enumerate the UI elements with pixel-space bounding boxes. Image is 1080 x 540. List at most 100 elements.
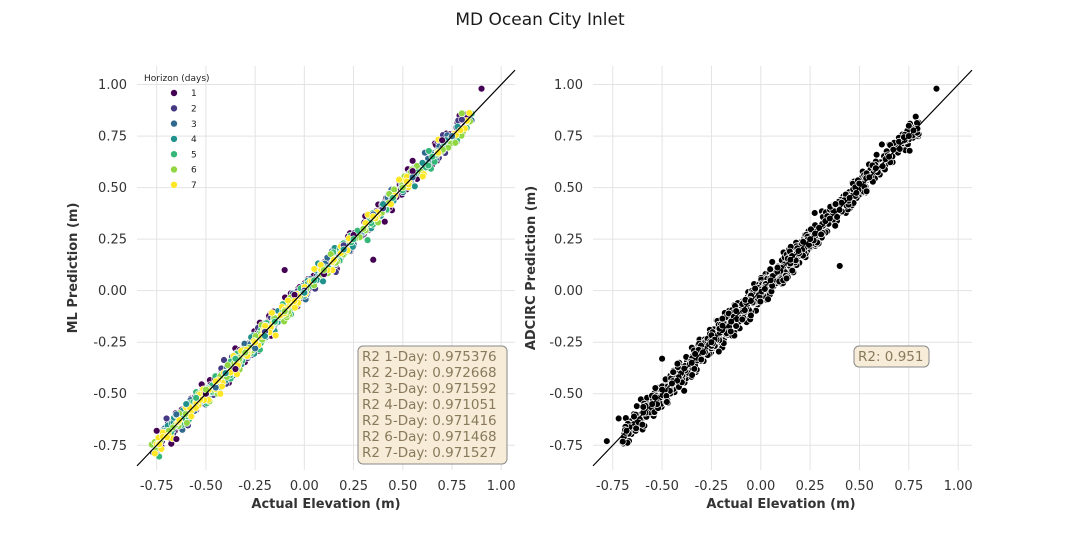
y-tick-label: 0.50 xyxy=(554,181,583,196)
legend-title: Horizon (days) xyxy=(144,74,210,84)
data-point xyxy=(187,412,196,421)
data-point xyxy=(231,365,240,373)
scatter-points xyxy=(148,84,486,461)
x-tick-label: 0.50 xyxy=(845,479,874,494)
data-point xyxy=(192,404,200,412)
x-axis-label: Actual Elevation (m) xyxy=(706,497,855,512)
x-tick-label: -0.75 xyxy=(140,479,174,494)
data-point xyxy=(878,140,886,149)
data-point xyxy=(183,419,191,427)
data-point xyxy=(614,414,623,423)
data-point xyxy=(290,291,299,299)
legend-label: 7 xyxy=(191,181,197,191)
data-point xyxy=(182,400,190,408)
data-point xyxy=(477,84,486,93)
data-point xyxy=(727,327,735,336)
y-tick-label: -0.25 xyxy=(549,336,583,351)
y-tick-label: 0.25 xyxy=(554,233,583,248)
data-point xyxy=(680,364,689,373)
y-tick-label: -0.25 xyxy=(93,336,127,351)
r2-line: R2 1-Day: 0.975376 xyxy=(362,349,497,365)
data-point xyxy=(419,172,427,181)
data-point xyxy=(458,115,466,124)
data-point xyxy=(688,371,696,379)
x-tick-label: 0.00 xyxy=(290,479,319,494)
data-point xyxy=(651,393,659,402)
data-point xyxy=(192,394,200,402)
x-tick-label: -0.25 xyxy=(238,479,272,494)
data-point xyxy=(271,331,280,340)
data-point xyxy=(747,311,755,320)
data-point xyxy=(756,297,765,306)
data-point xyxy=(658,354,666,363)
x-tick-labels: -0.75 -0.50 -0.25 0.00 0.25 0.50 0.75 1.00 xyxy=(140,479,516,494)
data-point xyxy=(172,410,181,419)
data-point xyxy=(764,295,772,303)
data-point xyxy=(300,289,309,297)
data-point xyxy=(810,209,819,217)
data-point xyxy=(673,359,682,368)
data-point xyxy=(697,355,706,364)
r2-annotation: R2: 0.951 xyxy=(853,345,930,368)
data-point xyxy=(831,200,840,208)
r2-line: R2 2-Day: 0.972668 xyxy=(362,365,497,381)
data-point xyxy=(465,109,474,117)
x-axis-label: Actual Elevation (m) xyxy=(251,497,400,512)
legend-marker xyxy=(170,89,178,97)
data-point xyxy=(390,185,398,194)
r2-line: R2: 0.951 xyxy=(858,349,923,365)
y-tick-labels: -0.75 -0.50 -0.25 0.00 0.25 0.50 0.75 1.00 xyxy=(549,78,583,454)
identity-line xyxy=(136,69,516,467)
data-point xyxy=(638,420,647,429)
data-point xyxy=(732,307,740,315)
data-point xyxy=(172,435,181,443)
data-point xyxy=(691,350,699,358)
data-point xyxy=(212,377,220,386)
data-point xyxy=(815,224,823,232)
data-point xyxy=(155,440,163,448)
y-tick-label: 0.50 xyxy=(98,181,127,196)
data-point xyxy=(630,412,638,421)
data-point xyxy=(216,390,225,398)
data-point xyxy=(699,348,707,356)
data-point xyxy=(151,449,159,458)
x-tick-label: -0.50 xyxy=(645,479,679,494)
y-tick-label: 0.75 xyxy=(554,130,583,145)
data-point xyxy=(852,189,861,197)
data-point xyxy=(408,167,417,175)
data-point xyxy=(761,285,769,293)
data-point xyxy=(835,206,844,214)
data-point xyxy=(268,309,276,317)
data-point xyxy=(369,256,377,264)
data-point xyxy=(152,427,161,435)
data-point xyxy=(327,250,335,258)
y-tick-label: 0.00 xyxy=(554,284,583,299)
data-point xyxy=(817,230,825,239)
data-point xyxy=(663,398,671,406)
identity-line xyxy=(592,69,973,467)
y-tick-label: 1.00 xyxy=(554,78,583,93)
data-point xyxy=(218,382,226,391)
data-point xyxy=(425,147,433,155)
data-point xyxy=(718,321,727,330)
data-point xyxy=(403,177,411,186)
data-point xyxy=(782,274,791,283)
data-point xyxy=(319,277,327,285)
data-point xyxy=(680,387,688,395)
data-point xyxy=(310,265,319,273)
data-point xyxy=(831,221,839,230)
y-tick-labels: -0.75 -0.50 -0.25 0.00 0.25 0.50 0.75 1.00 xyxy=(93,78,127,454)
data-point xyxy=(773,263,782,272)
x-tick-label: 1.00 xyxy=(487,479,516,494)
legend-label: 2 xyxy=(191,105,197,115)
ml-scatter-panel: -0.75 -0.50 -0.25 0.00 0.25 0.50 0.75 1.00 -0.7… xyxy=(66,66,516,512)
y-tick-label: -0.50 xyxy=(549,387,583,402)
data-point xyxy=(738,315,747,324)
r2-line: R2 4-Day: 0.971051 xyxy=(362,397,497,413)
data-point xyxy=(251,344,259,353)
data-point xyxy=(639,403,648,411)
x-tick-label: -0.25 xyxy=(695,479,729,494)
data-point xyxy=(411,182,419,191)
x-tick-labels: -0.75 -0.50 -0.25 0.00 0.25 0.50 0.75 1.00 xyxy=(596,479,973,494)
x-tick-label: -0.75 xyxy=(596,479,630,494)
